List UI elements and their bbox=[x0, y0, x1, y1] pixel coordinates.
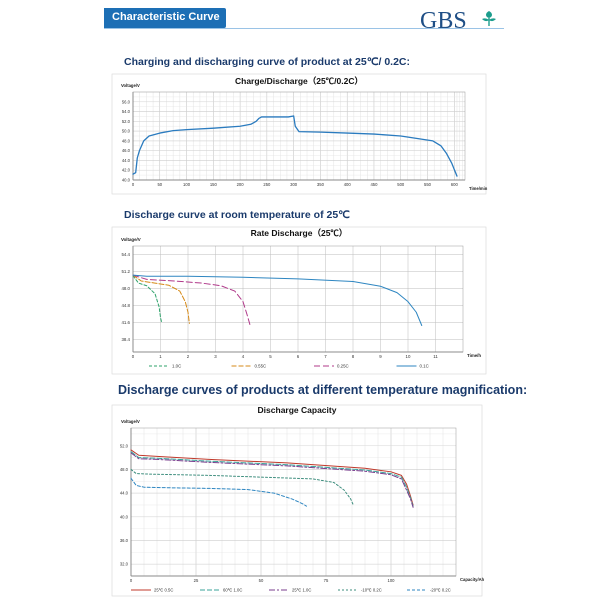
rate-y-tick-label: 54.4 bbox=[121, 252, 130, 257]
charge-x-axis-label: Time/min bbox=[469, 186, 488, 191]
charge-y-tick-label: 42.0 bbox=[122, 168, 131, 173]
rate-legend-label: 1.0C bbox=[172, 364, 181, 369]
charge-plot-area bbox=[132, 91, 466, 181]
rate-x-tick-label: 2 bbox=[187, 354, 190, 359]
rate-y-tick-label: 41.6 bbox=[121, 320, 130, 325]
charge-x-tick-label: 250 bbox=[263, 182, 271, 187]
rate-x-tick-label: 1 bbox=[159, 354, 162, 359]
header-banner bbox=[104, 8, 226, 28]
header-rule bbox=[104, 28, 504, 29]
rate-series-line-0-25c bbox=[132, 274, 251, 325]
rate-x-tick-label: 8 bbox=[352, 354, 355, 359]
gbs-leaf-icon bbox=[482, 11, 496, 26]
rate-y-tick-label: 51.2 bbox=[121, 269, 130, 274]
charge-y-tick-label: 44.0 bbox=[122, 158, 131, 163]
temp-chart-frame bbox=[111, 404, 483, 597]
temp-x-tick-label: 25 bbox=[194, 578, 199, 583]
charge-x-tick-label: 400 bbox=[344, 182, 352, 187]
temp-y-tick-label: 44.0 bbox=[120, 491, 129, 496]
rate-x-tick-label: 3 bbox=[214, 354, 217, 359]
rate-section-heading: Discharge curve at room temperature of 2… bbox=[124, 209, 350, 221]
rate-y-tick-label: 48.0 bbox=[121, 286, 130, 291]
rate-x-tick-label: 0 bbox=[132, 354, 135, 359]
charge-y-tick-label: 56.0 bbox=[122, 99, 131, 104]
temp-legend-label: 25℃ 0.5C bbox=[154, 588, 173, 593]
charge-y-tick-label: 52.0 bbox=[122, 119, 131, 124]
charge-x-tick-label: 100 bbox=[183, 182, 191, 187]
charge-x-tick-label: 0 bbox=[132, 182, 135, 187]
temp-y-tick-label: 36.0 bbox=[120, 538, 129, 543]
charge-y-tick-label: 40.0 bbox=[122, 178, 131, 183]
rate-legend-label: 0.55C bbox=[255, 364, 267, 369]
charge-y-axis-label: Voltage/V bbox=[121, 83, 140, 88]
temperature-section-heading: Discharge curves of products at differen… bbox=[118, 383, 528, 397]
rate-chart-title: Rate Discharge（25℃） bbox=[251, 228, 348, 238]
charge-x-tick-label: 500 bbox=[397, 182, 405, 187]
rate-x-tick-label: 7 bbox=[324, 354, 327, 359]
temp-series-line--10-0-2c bbox=[130, 468, 354, 506]
charge-y-tick-label: 48.0 bbox=[122, 138, 131, 143]
rate-y-axis-label: Voltage/V bbox=[121, 237, 141, 242]
brand-logo-text: GBS bbox=[420, 8, 467, 34]
temp-series-line-60-1-0c bbox=[130, 451, 414, 507]
temp-legend-label: -10℃ 0.2C bbox=[361, 588, 382, 593]
rate-series-line-0-55c bbox=[132, 274, 190, 324]
rate-x-tick-label: 11 bbox=[433, 354, 438, 359]
charge-section-heading: Charging and discharging curve of produc… bbox=[124, 56, 411, 68]
rate-x-tick-label: 10 bbox=[406, 354, 411, 359]
charge-x-tick-label: 50 bbox=[157, 182, 162, 187]
charge-x-tick-label: 200 bbox=[237, 182, 245, 187]
temp-x-tick-label: 50 bbox=[259, 578, 264, 583]
charge-x-tick-label: 450 bbox=[370, 182, 378, 187]
temp-legend-label: -20℃ 0.2C bbox=[430, 588, 451, 593]
temp-y-tick-label: 52.0 bbox=[120, 443, 129, 448]
temp-plot-area bbox=[130, 427, 457, 577]
temp-y-tick-label: 48.0 bbox=[120, 467, 129, 472]
charge-x-tick-label: 150 bbox=[210, 182, 218, 187]
temp-x-axis-label: Capacity/Ah bbox=[460, 577, 485, 582]
charge-series-line-0 bbox=[132, 115, 458, 177]
rate-x-tick-label: 4 bbox=[242, 354, 245, 359]
temp-chart-group bbox=[111, 404, 483, 597]
rate-x-axis-label: Time/h bbox=[467, 353, 481, 358]
charge-y-tick-label: 54.0 bbox=[122, 109, 131, 114]
rate-plot-area bbox=[132, 245, 464, 353]
charge-y-tick-label: 46.0 bbox=[122, 148, 131, 153]
temp-y-tick-label: 40.0 bbox=[120, 514, 129, 519]
rate-x-tick-label: 5 bbox=[269, 354, 272, 359]
temp-chart-title: Discharge Capacity bbox=[258, 405, 337, 415]
charge-y-tick-label: 50.0 bbox=[122, 129, 131, 134]
charge-x-tick-label: 600 bbox=[451, 182, 459, 187]
rate-y-tick-label: 38.4 bbox=[121, 337, 130, 342]
temp-x-tick-label: 100 bbox=[388, 578, 396, 583]
charge-x-tick-label: 300 bbox=[290, 182, 298, 187]
temp-legend-label: 60℃ 1.0C bbox=[223, 588, 242, 593]
temp-x-tick-label: 75 bbox=[324, 578, 329, 583]
rate-x-tick-label: 9 bbox=[379, 354, 382, 359]
rate-legend-label: 0.1C bbox=[420, 364, 429, 369]
charge-x-tick-label: 350 bbox=[317, 182, 325, 187]
temp-x-tick-label: 0 bbox=[130, 578, 133, 583]
charge-chart-frame bbox=[111, 73, 487, 195]
rate-x-tick-label: 6 bbox=[297, 354, 300, 359]
rate-chart-group bbox=[111, 226, 487, 375]
rate-series-line-0-1c bbox=[132, 274, 423, 326]
rate-legend-label: 0.25C bbox=[337, 364, 349, 369]
temp-series-line-25-1-0c bbox=[130, 452, 414, 508]
banner-title: Characteristic Curve bbox=[112, 11, 220, 23]
temp-y-axis-label: Voltage/V bbox=[121, 419, 140, 424]
charge-chart-group bbox=[111, 73, 487, 195]
rate-y-tick-label: 44.8 bbox=[121, 303, 130, 308]
charge-chart-title: Charge/Discharge（25℃/0.2C） bbox=[235, 76, 363, 86]
rate-chart-frame bbox=[111, 226, 487, 375]
temp-series-line-25-0-5c bbox=[130, 449, 414, 506]
temp-series-line--20-0-2c bbox=[130, 477, 307, 507]
rate-series-line-1-0c bbox=[132, 275, 163, 324]
charge-x-tick-label: 550 bbox=[424, 182, 432, 187]
temp-legend-label: 25℃ 1.0C bbox=[292, 588, 311, 593]
temp-y-tick-label: 32.0 bbox=[120, 562, 129, 567]
